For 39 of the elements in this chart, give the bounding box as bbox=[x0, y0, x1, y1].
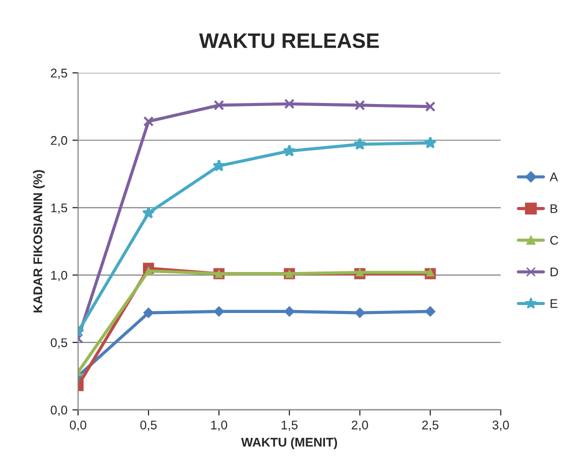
x-tick-label: 0,0 bbox=[70, 420, 86, 431]
x-tick-label: 3,0 bbox=[492, 420, 509, 431]
legend-label: B bbox=[550, 204, 558, 213]
point bbox=[283, 144, 296, 157]
point bbox=[214, 100, 224, 110]
point bbox=[425, 101, 436, 112]
y-tick-label: 1,0 bbox=[51, 270, 68, 282]
legend-label: D bbox=[550, 268, 558, 276]
point bbox=[143, 116, 154, 127]
legend-label: E bbox=[550, 299, 558, 308]
y-axis-title: KADAR FIKOSIANIN (%) bbox=[33, 170, 45, 312]
point bbox=[354, 100, 366, 110]
point bbox=[214, 306, 224, 317]
y-tick-label: 0,5 bbox=[50, 338, 68, 349]
point bbox=[424, 136, 437, 148]
point bbox=[426, 268, 434, 277]
x-tick-label: 2,0 bbox=[352, 420, 368, 431]
chart-title: WAKTU RELEASE bbox=[199, 33, 379, 48]
point bbox=[354, 308, 366, 318]
legend-label: C bbox=[550, 236, 558, 245]
y-tick-label: 2,0 bbox=[50, 136, 68, 146]
point bbox=[212, 159, 226, 172]
point bbox=[284, 98, 295, 110]
x-tick-label: 2,5 bbox=[422, 420, 438, 431]
point bbox=[425, 306, 436, 317]
point bbox=[144, 266, 153, 276]
x-axis-title: WAKTU (MENIT) bbox=[241, 437, 338, 450]
y-tick-label: 0,0 bbox=[50, 406, 68, 416]
point bbox=[142, 206, 155, 219]
x-tick-label: 0,5 bbox=[140, 420, 157, 431]
legend-label: A bbox=[550, 172, 558, 182]
y-tick-label: 1,5 bbox=[51, 204, 68, 214]
x-tick-label: 1,5 bbox=[282, 420, 298, 431]
point bbox=[284, 306, 295, 317]
x-tick-label: 1,0 bbox=[211, 420, 228, 431]
point bbox=[354, 138, 366, 150]
point bbox=[356, 268, 364, 277]
y-tick-label: 2,5 bbox=[50, 68, 68, 79]
point bbox=[143, 308, 154, 318]
